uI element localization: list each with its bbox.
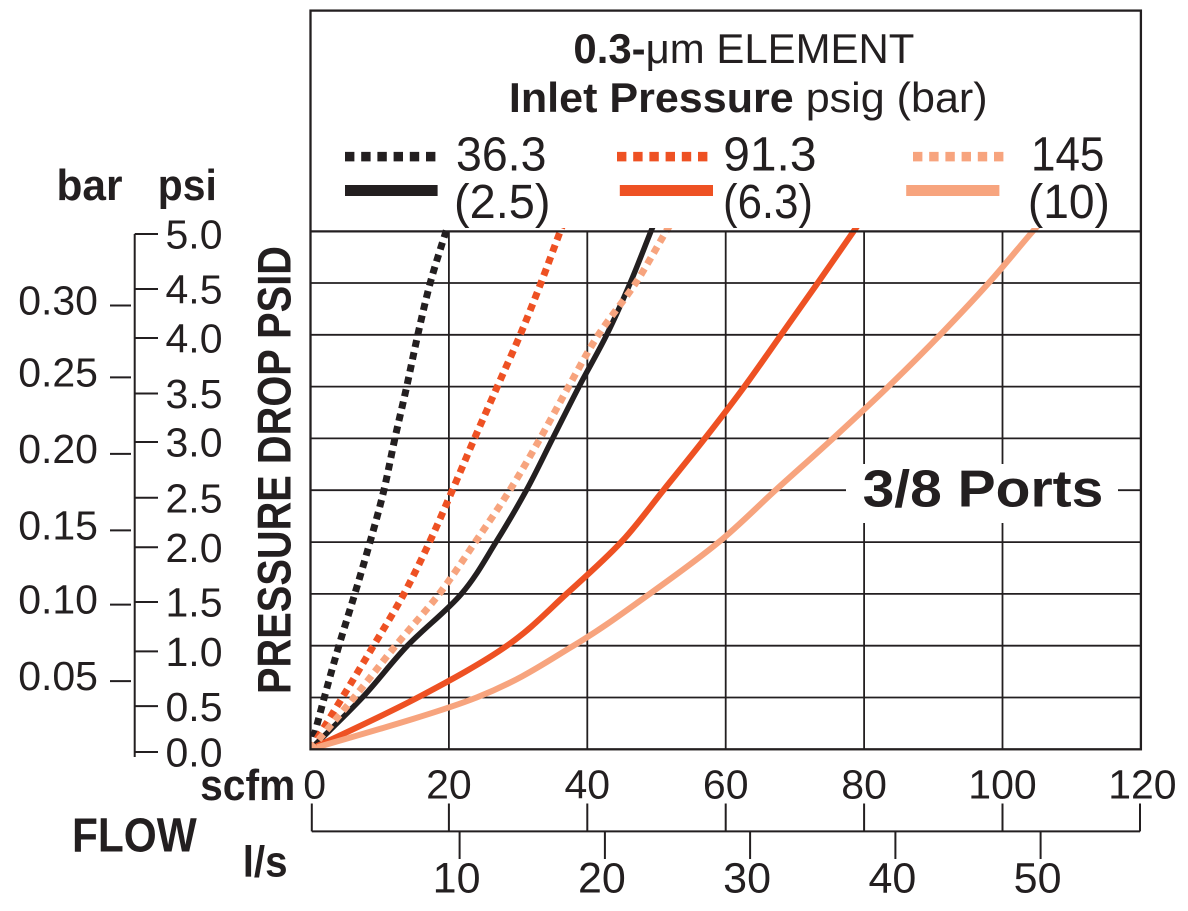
svg-text:(10): (10) bbox=[1028, 176, 1110, 229]
svg-text:3.0: 3.0 bbox=[166, 420, 223, 466]
svg-text:(6.3): (6.3) bbox=[723, 176, 813, 229]
svg-text:40: 40 bbox=[564, 762, 610, 808]
svg-text:bar: bar bbox=[57, 161, 123, 210]
svg-text:20: 20 bbox=[426, 762, 472, 808]
svg-text:60: 60 bbox=[703, 762, 749, 808]
svg-text:4.5: 4.5 bbox=[166, 267, 223, 313]
svg-text:100: 100 bbox=[968, 762, 1036, 808]
svg-text:4.0: 4.0 bbox=[166, 316, 223, 362]
svg-text:0.25: 0.25 bbox=[18, 349, 98, 395]
svg-text:PRESSURE DROP PSID: PRESSURE DROP PSID bbox=[247, 246, 300, 694]
svg-text:3/8 Ports: 3/8 Ports bbox=[863, 460, 1104, 518]
svg-text:0.15: 0.15 bbox=[18, 502, 98, 548]
svg-text:0.0: 0.0 bbox=[166, 730, 223, 776]
svg-text:FLOW: FLOW bbox=[72, 809, 197, 862]
svg-text:2.0: 2.0 bbox=[166, 525, 223, 571]
svg-text:0: 0 bbox=[303, 762, 326, 808]
svg-text:0.10: 0.10 bbox=[18, 577, 98, 623]
svg-text:50: 50 bbox=[1014, 855, 1062, 903]
svg-text:1.0: 1.0 bbox=[166, 629, 223, 675]
svg-text:20: 20 bbox=[578, 855, 626, 903]
svg-text:0.5: 0.5 bbox=[166, 684, 223, 730]
svg-text:Inlet Pressure psig (bar): Inlet Pressure psig (bar) bbox=[509, 74, 988, 121]
svg-text:1.5: 1.5 bbox=[166, 580, 223, 626]
svg-text:0.20: 0.20 bbox=[18, 426, 98, 472]
svg-text:30: 30 bbox=[723, 855, 771, 903]
svg-text:0.3-μm ELEMENT: 0.3-μm ELEMENT bbox=[573, 25, 914, 72]
svg-text:0.30: 0.30 bbox=[18, 277, 98, 323]
svg-text:120: 120 bbox=[1108, 762, 1176, 808]
svg-text:2.5: 2.5 bbox=[166, 476, 223, 522]
svg-text:145: 145 bbox=[1031, 129, 1104, 182]
svg-text:3.5: 3.5 bbox=[166, 371, 223, 417]
svg-text:91.3: 91.3 bbox=[723, 129, 816, 182]
svg-text:5.0: 5.0 bbox=[166, 212, 223, 258]
svg-text:scfm: scfm bbox=[200, 761, 295, 810]
svg-text:10: 10 bbox=[433, 855, 481, 903]
svg-text:36.3: 36.3 bbox=[456, 129, 546, 182]
svg-text:l/s: l/s bbox=[243, 838, 288, 887]
svg-text:40: 40 bbox=[868, 855, 916, 903]
svg-text:(2.5): (2.5) bbox=[454, 176, 551, 229]
svg-text:psi: psi bbox=[158, 161, 217, 210]
svg-text:0.05: 0.05 bbox=[18, 653, 98, 699]
svg-text:80: 80 bbox=[841, 762, 887, 808]
